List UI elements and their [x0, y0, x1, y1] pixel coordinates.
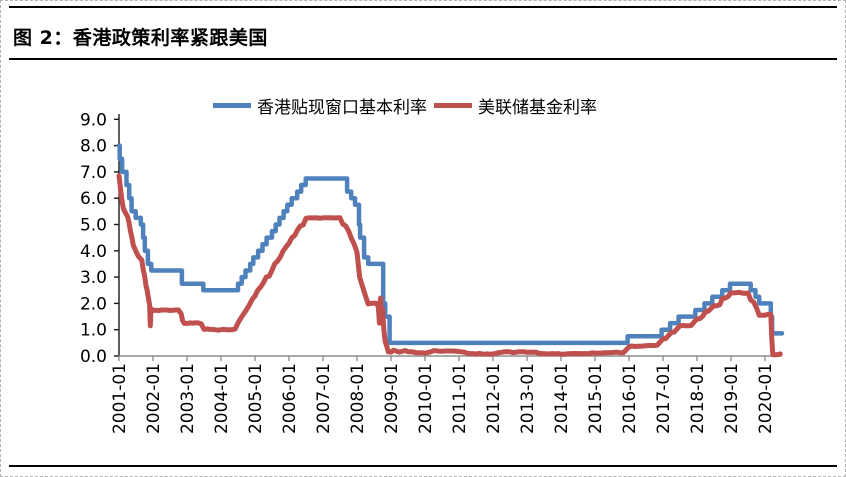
x-tick-label: 2015-01 — [586, 363, 606, 434]
x-tick-label: 2008-01 — [348, 363, 368, 434]
bottom-rule — [9, 465, 837, 467]
x-tick-label: 2006-01 — [280, 363, 300, 434]
y-tick-label: 2.0 — [80, 294, 107, 314]
legend-label-fed-funds-rate: 美联储基金利率 — [478, 98, 597, 118]
y-tick-label: 1.0 — [80, 321, 107, 341]
legend-label-hk-base-rate: 香港贴现窗口基本利率 — [257, 98, 427, 118]
x-tick-label: 2007-01 — [314, 363, 334, 434]
y-tick-label: 4.0 — [80, 242, 107, 262]
x-tick-label: 2002-01 — [144, 363, 164, 434]
y-tick-label: 0.0 — [80, 347, 107, 367]
legend-item-hk-base-rate: 香港贴现窗口基本利率 — [213, 93, 427, 118]
y-tick-label: 8.0 — [80, 137, 107, 157]
y-tick-label: 7.0 — [80, 163, 107, 183]
legend-item-fed-funds-rate: 美联储基金利率 — [434, 93, 597, 118]
x-tick-label: 2017-01 — [654, 363, 674, 434]
y-tick-label: 9.0 — [80, 110, 107, 130]
top-rule — [9, 6, 837, 8]
x-tick-label: 2018-01 — [688, 363, 708, 434]
hk-base-rate-line-swatch — [213, 103, 251, 108]
x-tick-label: 2016-01 — [620, 363, 640, 434]
x-tick-label: 2012-01 — [484, 363, 504, 434]
figure-title: 图 2：香港政策利率紧跟美国 — [13, 27, 268, 49]
x-tick-label: 2011-01 — [450, 363, 470, 434]
y-tick-label: 6.0 — [80, 189, 107, 209]
x-tick-label: 2014-01 — [552, 363, 572, 434]
x-tick-label: 2005-01 — [246, 363, 266, 434]
x-tick-label: 2004-01 — [212, 363, 232, 434]
chart-legend: 香港贴现窗口基本利率 美联储基金利率 — [213, 93, 597, 118]
fed-funds-rate-line — [116, 173, 783, 358]
fed-funds-rate-line-swatch — [434, 103, 472, 108]
hk-base-rate-line — [116, 143, 785, 346]
x-tick-label: 2003-01 — [178, 363, 198, 434]
x-tick-label: 2013-01 — [518, 363, 538, 434]
x-tick-label: 2010-01 — [416, 363, 436, 434]
x-tick-label: 2009-01 — [382, 363, 402, 434]
x-tick-label: 2019-01 — [722, 363, 742, 434]
title-divider-rule — [9, 58, 837, 60]
y-tick-label: 3.0 — [80, 268, 107, 288]
x-tick-label: 2001-01 — [110, 363, 130, 434]
y-tick-label: 5.0 — [80, 216, 107, 236]
x-tick-label: 2020-01 — [756, 363, 776, 434]
